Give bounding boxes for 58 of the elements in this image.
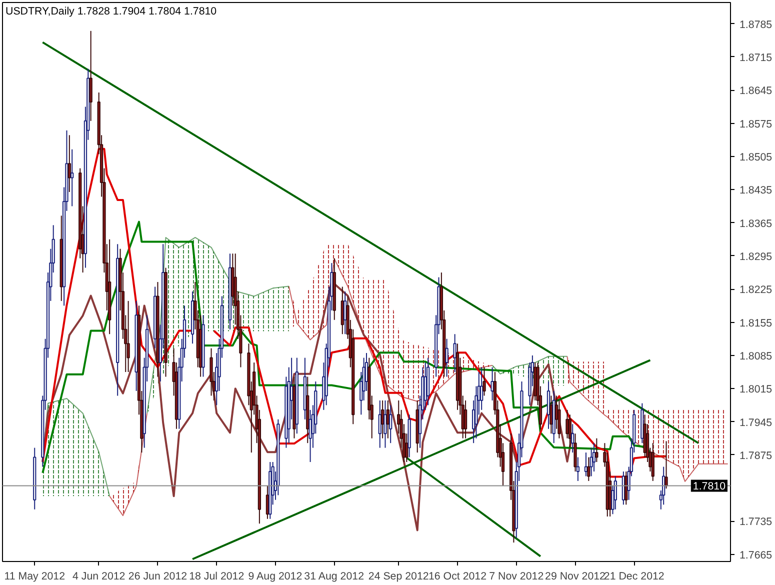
y-tick-label: 1.8295 (740, 250, 772, 263)
candlestick (576, 456, 580, 482)
candlestick (68, 134, 71, 192)
candlestick (464, 400, 468, 439)
x-tick-label: 26 Jun 2012 (128, 570, 188, 582)
y-tick-label: 1.8505 (740, 151, 772, 164)
line-series (492, 356, 568, 374)
x-tick-label: 18 Jul 2012 (189, 570, 244, 582)
candlestick (89, 30, 92, 122)
candlestick (389, 404, 392, 444)
candlestick (490, 366, 494, 401)
y-tick-label: 1.7945 (740, 416, 772, 429)
x-tick-label: 21 Dec 2012 (604, 570, 664, 582)
candlestick (453, 334, 456, 373)
y-tick-label: 1.7875 (740, 450, 772, 462)
y-tick-label: 1.8015 (740, 384, 772, 396)
candlestick (445, 338, 448, 378)
candlestick (595, 438, 598, 463)
x-tick-label: 24 Sep 2012 (368, 570, 429, 582)
candlestick (550, 395, 553, 434)
y-tick-label: 1.8435 (740, 184, 772, 197)
candlestick (568, 414, 572, 448)
candlestick (587, 456, 590, 482)
y-tick-label: 1.8155 (740, 317, 772, 330)
y-tick-label: 1.7735 (740, 516, 772, 528)
candlestick (651, 442, 654, 482)
candlestick (558, 400, 561, 439)
candlestick (574, 433, 577, 472)
x-tick-label: 16 Oct 2012 (428, 570, 487, 582)
x-tick-label: 29 Nov 2012 (545, 570, 606, 582)
y-tick-label: 1.8715 (740, 52, 772, 64)
y-tick-label: 1.8645 (740, 85, 772, 98)
candlestick (614, 476, 617, 510)
x-tick-label: 4 Jun 2012 (72, 570, 126, 582)
y-tick-label: 1.8785 (740, 18, 772, 31)
y-tick-label: 1.8365 (740, 218, 772, 230)
candlestick (592, 442, 596, 472)
chart-title: USDTRY,Daily 1.7828 1.7904 1.7804 1.7810 (6, 6, 217, 18)
x-tick-label: 11 May 2012 (4, 570, 66, 582)
x-tick-label: 7 Nov 2012 (489, 570, 544, 582)
candlestick (566, 409, 569, 439)
ref-line-label: 1.7810 (692, 480, 726, 493)
candlestick (126, 300, 130, 373)
candlestick (546, 380, 550, 430)
candlestick (482, 366, 486, 396)
y-tick-label: 1.8085 (740, 350, 772, 362)
x-tick-label: 9 Aug 2012 (248, 570, 302, 582)
candlestick (308, 409, 312, 463)
x-tick-label: 31 Aug 2012 (304, 570, 364, 582)
candlestick (210, 348, 213, 396)
candlestick (384, 400, 387, 448)
y-tick-label: 1.8225 (740, 284, 772, 296)
candlestick (664, 440, 668, 490)
candlestick (480, 366, 484, 410)
y-tick-label: 1.7665 (740, 549, 772, 562)
candlestick (571, 424, 574, 454)
candlestick (70, 148, 74, 207)
y-tick-label: 1.8575 (740, 118, 772, 130)
